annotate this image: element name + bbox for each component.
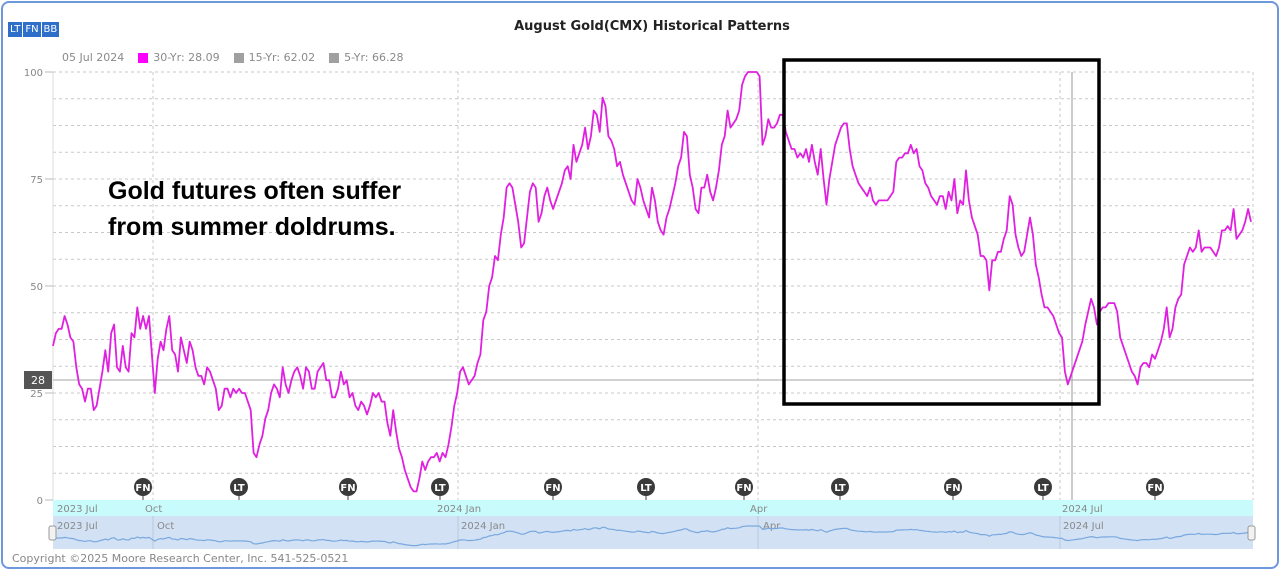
- marker-label: FN: [340, 483, 355, 494]
- marker-pin-icon: [1034, 478, 1052, 496]
- first-notice-marker[interactable]: FN: [339, 478, 357, 500]
- marker-label: LT: [434, 483, 446, 494]
- legend-swatch-30yr: [138, 52, 149, 63]
- chart-legend: 05 Jul 2024 30-Yr: 28.09 15-Yr: 62.02 5-…: [62, 51, 403, 64]
- legend-label-15yr: 15-Yr: 62.02: [248, 51, 316, 64]
- last-trade-marker[interactable]: LT: [637, 478, 655, 500]
- marker-pin-icon: [339, 478, 357, 496]
- first-notice-marker[interactable]: FN: [134, 478, 152, 500]
- y-tick-label: 100: [24, 68, 43, 79]
- marker-pin-icon: [134, 478, 152, 496]
- y-tick-label: 75: [30, 175, 43, 186]
- navigator-tick-label: 2024 Jul: [1063, 521, 1104, 532]
- event-markers: FN LT FN LT FN LT FN LT FN LT FN: [134, 478, 1164, 500]
- series-line-30yr[interactable]: [52, 71, 1252, 493]
- marker-pin-icon: [1146, 478, 1164, 496]
- navigator-tick-label: 2023 Jul: [57, 521, 98, 532]
- y-tick-label: 25: [30, 389, 43, 400]
- marker-label: LT: [640, 483, 652, 494]
- highlight-box: [782, 58, 1101, 406]
- last-trade-marker[interactable]: LT: [831, 478, 849, 500]
- first-notice-marker[interactable]: FN: [944, 478, 962, 500]
- navigator-tick-label: Apr: [763, 521, 781, 532]
- marker-pin-icon: [230, 478, 248, 496]
- navigator-left-handle[interactable]: [48, 525, 57, 541]
- x-axis: 2023 Jul 2023 Jul Oct Oct 2024 Jan 2024 Jan Ap…: [57, 504, 1104, 549]
- marker-pin-icon: [735, 478, 753, 496]
- marker-pin-icon: [944, 478, 962, 496]
- navigator-band: [53, 500, 1253, 516]
- x-tick-label: 2024 Jan: [437, 504, 481, 515]
- marker-label: FN: [1147, 483, 1162, 494]
- legend-swatch-5yr: [329, 52, 340, 63]
- marker-pin-icon: [831, 478, 849, 496]
- chart-title: August Gold(CMX) Historical Patterns: [514, 19, 790, 34]
- annotation-text: Gold futures often suffer from summer do…: [108, 173, 401, 245]
- copyright-text: Copyright ©2025 Moore Research Center, I…: [12, 552, 349, 565]
- legend-label-5yr: 5-Yr: 66.28: [344, 51, 404, 64]
- x-tick-label: Oct: [145, 504, 162, 515]
- first-notice-marker[interactable]: FN: [1146, 478, 1164, 500]
- marker-label: LT: [834, 483, 846, 494]
- annotation-line-2: from summer doldrums.: [108, 213, 396, 241]
- lt-toggle-button[interactable]: LT: [8, 22, 23, 37]
- legend-swatch-15yr: [233, 52, 244, 63]
- navigator-tick-label: Oct: [157, 521, 174, 532]
- navigator-tick-label: 2024 Jan: [461, 521, 505, 532]
- first-notice-marker[interactable]: FN: [544, 478, 562, 500]
- last-trade-marker[interactable]: LT: [1034, 478, 1052, 500]
- navigator-series-line: [52, 525, 1252, 547]
- last-trade-marker[interactable]: LT: [230, 478, 248, 500]
- marker-pin-icon: [637, 478, 655, 496]
- x-tick-label: Apr: [750, 504, 768, 515]
- marker-pin-icon: [431, 478, 449, 496]
- y-tick-label: 0: [37, 496, 43, 507]
- legend-item-30yr[interactable]: 30-Yr: 28.09: [138, 51, 220, 64]
- marker-label: FN: [545, 483, 560, 494]
- marker-pin-icon: [544, 478, 562, 496]
- legend-item-15yr[interactable]: 15-Yr: 62.02: [233, 51, 316, 64]
- marker-label: FN: [135, 483, 150, 494]
- y-tick-label: 50: [30, 282, 43, 293]
- legend-date: 05 Jul 2024: [62, 51, 125, 64]
- marker-label: FN: [945, 483, 960, 494]
- legend-item-5yr[interactable]: 5-Yr: 66.28: [329, 51, 403, 64]
- marker-label: FN: [736, 483, 751, 494]
- grid-lines: [52, 71, 1254, 500]
- last-trade-marker[interactable]: LT: [431, 478, 449, 500]
- marker-toggle-buttons: LT FN BB: [8, 22, 60, 37]
- marker-label: LT: [1037, 483, 1049, 494]
- fn-toggle-button[interactable]: FN: [23, 22, 41, 37]
- annotation-line-1: Gold futures often suffer: [108, 177, 402, 205]
- marker-label: LT: [233, 483, 245, 494]
- navigator-right-handle[interactable]: [1247, 525, 1256, 541]
- x-tick-label: 2024 Jul: [1062, 504, 1103, 515]
- crosshair-value-tag: [24, 371, 52, 389]
- legend-label-30yr: 30-Yr: 28.09: [153, 51, 220, 64]
- crosshair-value-label: 28: [31, 374, 45, 387]
- y-axis: 0 25 50 75 100: [24, 68, 53, 507]
- x-tick-label: 2023 Jul: [57, 504, 98, 515]
- bb-toggle-button[interactable]: BB: [41, 22, 60, 37]
- first-notice-marker[interactable]: FN: [735, 478, 753, 500]
